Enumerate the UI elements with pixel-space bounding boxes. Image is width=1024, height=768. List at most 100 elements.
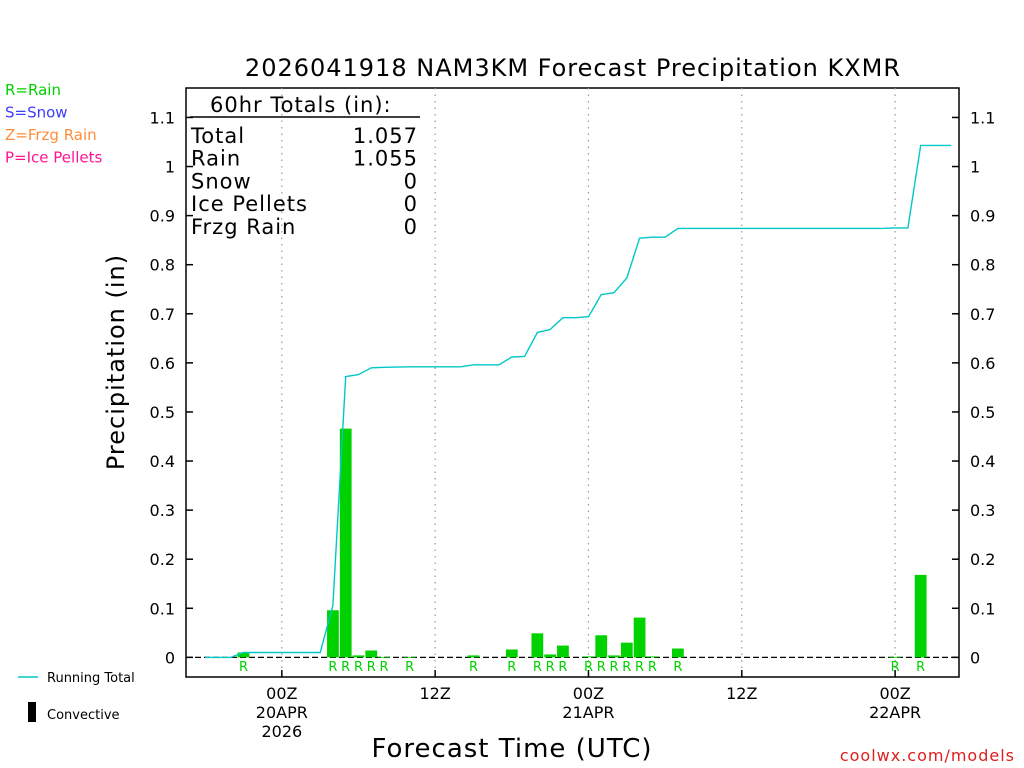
y-tick-label-right: 0.9 [970,207,995,226]
precip-type-marker: R [239,660,248,675]
precip-bar [352,655,365,658]
y-tick-label-right: 0.2 [970,550,995,569]
totals-row-value: 0 [404,192,418,216]
x-axis-title: Forecast Time (UTC) [371,734,652,764]
y-tick-label-left: 0.4 [150,452,175,471]
precip-type-marker: R [328,660,337,675]
precip-type-marker: R [469,660,478,675]
precip-bar [365,650,378,658]
chart-title: 2026041918 NAM3KM Forecast Precipitation… [245,54,901,82]
precip-type-marker: R [622,660,631,675]
totals-row-value: 0 [404,169,418,193]
y-tick-label-right: 0 [970,648,980,667]
precip-type-legend: R=Rain S=Snow Z=Frzg Rain P=Ice Pellets [5,81,102,167]
y-tick-label-left: 0.8 [150,256,175,275]
precip-bar [237,652,250,658]
precip-bar [531,633,544,658]
precip-type-marker: R [354,660,363,675]
plot-frame [185,87,960,678]
x-tick-label: 22APR [869,703,921,722]
x-tick-label: 12Z [726,684,757,703]
x-tick-label: 21APR [562,703,614,722]
totals-row-label: Total [190,124,245,148]
precip-type-marker: R [405,660,414,675]
x-tick-label: 00Z [266,684,297,703]
grid-lines [186,88,959,677]
credit-text: coolwx.com/models [840,746,1015,765]
y-tick-label-right: 0.5 [970,403,995,422]
precip-type-marker: R [891,660,900,675]
precip-bar [582,656,595,658]
y-tick-label-left: 0.6 [150,354,175,373]
totals-row-label: Ice Pellets [191,192,308,216]
totals-row-label: Frzg Rain [191,215,296,239]
y-tick-label-right: 0.4 [970,452,995,471]
precip-type-marker: R [635,660,644,675]
convective-legend-swatch [28,702,36,722]
x-tick-label: 20APR [256,703,308,722]
y-tick-label-right: 0.8 [970,256,995,275]
x-tick-label: 2026 [261,722,302,741]
precip-bar [339,428,352,658]
y-tick-label-left: 0.3 [150,501,175,520]
precip-type-legend-item: P=Ice Pellets [5,149,102,167]
precip-bar [620,642,633,658]
running-total-legend-label: Running Total [47,671,135,686]
y-tick-label-right: 0.3 [970,501,995,520]
precip-type-legend-item: S=Snow [5,104,68,122]
precip-type-marker: R [558,660,567,675]
totals-row-label: Snow [191,169,252,193]
precip-type-marker: R [584,660,593,675]
precip-type-marker: R [916,660,925,675]
y-tick-label-left: 0.9 [150,207,175,226]
totals-row-value: 1.057 [353,124,418,148]
precip-bar [646,656,659,658]
precip-bar [467,655,480,658]
precip-bar [505,649,518,658]
y-tick-label-left: 0.2 [150,550,175,569]
precip-type-marker: R [341,660,350,675]
y-tick-label-right: 0.7 [970,305,995,324]
precip-bar [595,635,608,658]
y-axis-title: Precipitation (in) [102,254,130,470]
precip-type-marker: R [367,660,376,675]
y-tick-label-left: 1 [165,158,175,177]
running-total-line-group [205,144,952,659]
x-tick-label: 00Z [573,684,604,703]
precip-bar [608,655,620,658]
running-total-line [205,144,952,659]
y-tick-label-right: 0.6 [970,354,995,373]
y-tick-label-left: 0.5 [150,403,175,422]
precip-type-marker: R [673,660,682,675]
totals-row-label: Rain [191,147,241,171]
precip-type-marker: R [648,660,657,675]
precip-bar [914,574,927,658]
precip-bar [327,610,339,658]
totals-row-value: 0 [404,215,418,239]
x-tick-label: 00Z [879,684,910,703]
convective-legend-label: Convective [47,708,120,723]
y-tick-label-left: 0.7 [150,305,175,324]
precip-type-marker: R [507,660,516,675]
precip-type-marker: R [533,660,542,675]
totals-box: 60hr Totals (in): Total 1.057 Rain 1.055 Sno… [190,93,420,239]
precip-bar [633,617,646,658]
precip-bar [889,656,902,658]
precip-type-marker: R [546,660,555,675]
precip-type-legend-item: R=Rain [5,81,61,99]
totals-header: 60hr Totals (in): [210,93,392,117]
y-tick-label-left: 0 [165,648,175,667]
x-tick-label: 12Z [419,684,450,703]
totals-row-value: 1.055 [353,147,418,171]
precip-type-legend-item: Z=Frzg Rain [5,126,97,144]
y-tick-label-left: 1.1 [150,108,175,127]
precip-bar [378,656,390,658]
precip-bar [544,654,557,658]
y-tick-label-right: 1.1 [970,108,995,127]
precip-type-marker: R [597,660,606,675]
y-axis-left: 0 0.1 0.2 0.3 0.4 0.5 0.6 0.7 0.8 0.9 1 1.1 [150,108,193,667]
y-tick-label-right: 0.1 [970,599,995,618]
